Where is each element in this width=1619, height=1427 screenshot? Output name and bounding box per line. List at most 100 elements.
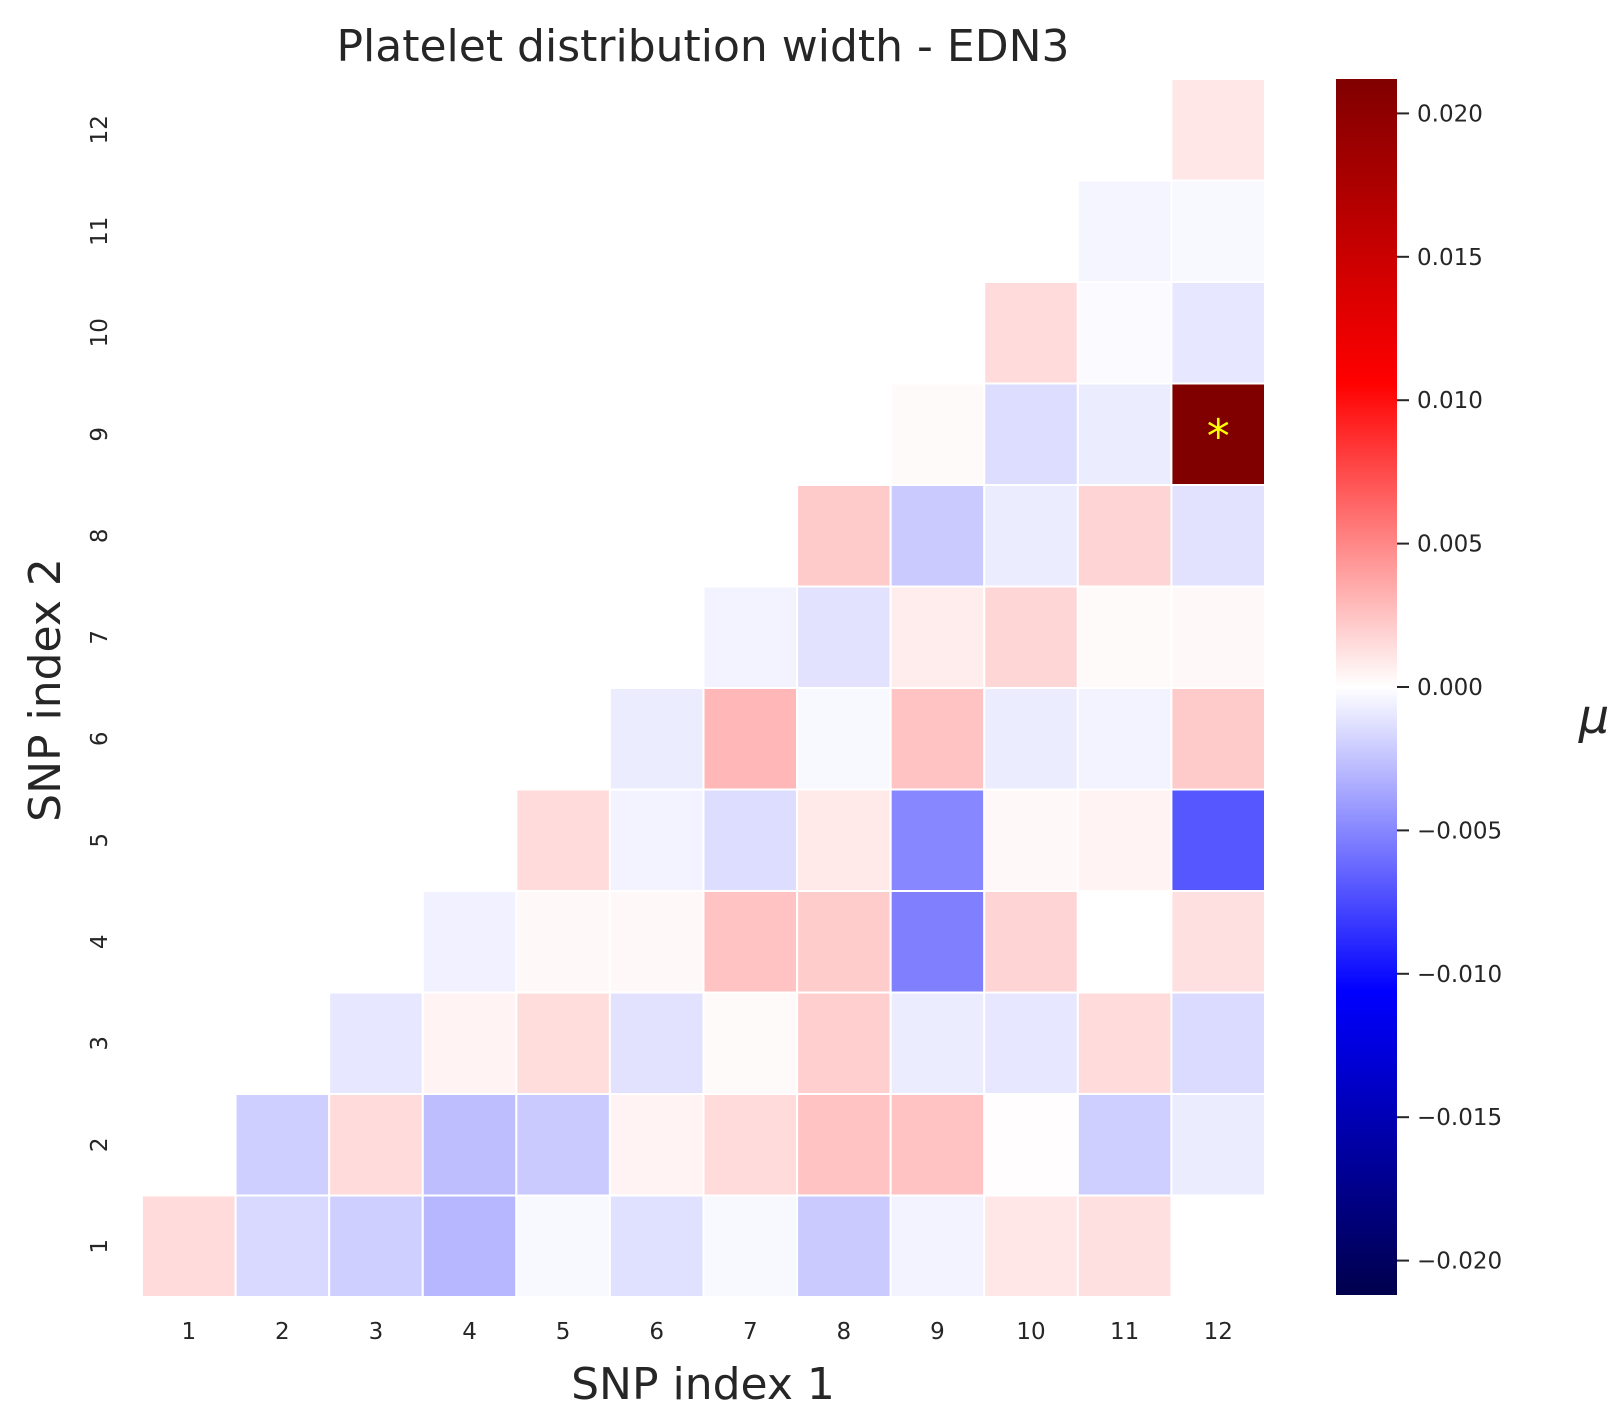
x-tick-label-12: 12 — [1204, 1319, 1233, 1345]
heatmap-cell-8-3 — [796, 991, 892, 1095]
heatmap-cell-2-1 — [234, 1194, 331, 1298]
heatmap-cell-12-3 — [1170, 991, 1266, 1095]
heatmap-cell-10-7 — [983, 585, 1079, 689]
x-tick-label-3: 3 — [369, 1319, 384, 1345]
y-tick-label-9: 9 — [87, 427, 113, 442]
heatmap-cell-10-6 — [983, 687, 1079, 791]
heatmap-cell-6-3 — [608, 991, 705, 1095]
colorbar-label: μ — [1578, 689, 1610, 745]
heatmap-cell-9-6 — [889, 687, 986, 791]
heatmap-cell-7-2 — [702, 1093, 799, 1197]
heatmap-cell-1-1 — [141, 1194, 237, 1298]
heatmap-cell-11-7 — [1076, 585, 1173, 689]
y-tick-label-3: 3 — [87, 1036, 113, 1051]
heatmap-cell-11-2 — [1076, 1093, 1173, 1197]
colorbar-tick-label-2: 0.010 — [1417, 388, 1483, 414]
heatmap-cell-7-4 — [702, 890, 799, 994]
heatmap-cell-3-2 — [328, 1093, 424, 1197]
heatmap-cell-3-1 — [328, 1194, 424, 1298]
heatmap-cell-10-3 — [983, 991, 1079, 1095]
heatmap-cell-9-3 — [889, 991, 986, 1095]
x-tick-label-9: 9 — [930, 1319, 945, 1345]
y-tick-label-1: 1 — [87, 1239, 113, 1254]
heatmap-cell-12-4 — [1170, 890, 1266, 994]
x-tick-label-5: 5 — [556, 1319, 571, 1345]
heatmap-cell-11-4 — [1076, 890, 1173, 994]
heatmap-cell-10-2 — [983, 1093, 1079, 1197]
heatmap-cell-12-8 — [1170, 484, 1266, 588]
y-tick-label-10: 10 — [87, 318, 113, 347]
heatmap-cell-7-7 — [702, 585, 799, 689]
heatmap-cell-11-9 — [1076, 382, 1173, 486]
heatmap-cell-5-2 — [515, 1093, 611, 1197]
heatmap-cell-12-10 — [1170, 281, 1266, 385]
heatmap-cell-9-7 — [889, 585, 986, 689]
heatmap-cell-4-1 — [421, 1194, 518, 1298]
y-tick-label-12: 12 — [87, 115, 113, 144]
heatmap-cell-9-8 — [889, 484, 986, 588]
heatmap-cell-8-2 — [796, 1093, 892, 1197]
colorbar-tick-label-1: 0.015 — [1417, 245, 1483, 271]
heatmap-cell-5-1 — [515, 1194, 611, 1298]
heatmap-cell-11-11 — [1076, 179, 1173, 283]
colorbar-tick-label-3: 0.005 — [1417, 532, 1483, 558]
colorbar — [1336, 79, 1397, 1295]
y-axis-label: SNP index 2 — [20, 558, 71, 822]
heatmap-cell-5-3 — [515, 991, 611, 1095]
cell-annotation-12-9: * — [1207, 409, 1230, 463]
heatmap-cell-8-8 — [796, 484, 892, 588]
heatmap-cell-4-3 — [421, 991, 518, 1095]
colorbar-tick-label-7: −0.015 — [1417, 1105, 1502, 1131]
y-tick-label-6: 6 — [87, 731, 113, 746]
heatmap-cell-4-2 — [421, 1093, 518, 1197]
heatmap-cell-7-1 — [702, 1194, 799, 1298]
x-tick-label-7: 7 — [743, 1319, 758, 1345]
heatmap-cell-12-7 — [1170, 585, 1266, 689]
heatmap-cell-12-12 — [1170, 78, 1266, 182]
heatmap-cell-11-8 — [1076, 484, 1173, 588]
heatmap-cell-10-10 — [983, 281, 1079, 385]
heatmap-cell-11-6 — [1076, 687, 1173, 791]
heatmap-cell-8-1 — [796, 1194, 892, 1298]
heatmap-cell-6-4 — [608, 890, 705, 994]
heatmap-cell-3-3 — [328, 991, 424, 1095]
heatmap-cell-8-6 — [796, 687, 892, 791]
x-tick-label-10: 10 — [1016, 1319, 1045, 1345]
y-tick-label-8: 8 — [87, 528, 113, 543]
heatmap-cell-6-5 — [608, 788, 705, 892]
colorbar-tick-label-6: −0.010 — [1417, 962, 1502, 988]
heatmap-cell-10-4 — [983, 890, 1079, 994]
y-tick-label-5: 5 — [87, 833, 113, 848]
colorbar-tick-label-8: −0.020 — [1417, 1249, 1502, 1275]
x-tick-label-6: 6 — [649, 1319, 664, 1345]
colorbar-tick-label-0: 0.020 — [1417, 101, 1483, 127]
heatmap-cell-11-1 — [1076, 1194, 1173, 1298]
heatmap-cell-5-5 — [515, 788, 611, 892]
heatmap-cell-6-1 — [608, 1194, 705, 1298]
chart-title: Platelet distribution width - EDN3 — [336, 21, 1069, 72]
heatmap-cell-9-1 — [889, 1194, 986, 1298]
x-axis-ticks: 1 2 3 4 5 6 7 8 9 10 11 12 — [181, 1319, 1232, 1345]
x-tick-label-1: 1 — [181, 1319, 196, 1345]
heatmap-cell-9-2 — [889, 1093, 986, 1197]
x-tick-label-8: 8 — [837, 1319, 852, 1345]
heatmap-cell-12-9 — [1170, 382, 1266, 486]
heatmap-cell-11-3 — [1076, 991, 1173, 1095]
colorbar-tick-label-4: 0.000 — [1417, 675, 1483, 701]
heatmap-cell-9-9 — [889, 382, 986, 486]
x-axis-label: SNP index 1 — [571, 1359, 835, 1410]
heatmap-cell-12-5 — [1170, 788, 1266, 892]
y-tick-label-7: 7 — [87, 630, 113, 645]
heatmap-cell-5-4 — [515, 890, 611, 994]
y-tick-label-2: 2 — [87, 1137, 113, 1152]
heatmap-cell-12-6 — [1170, 687, 1266, 791]
y-tick-label-11: 11 — [87, 217, 113, 246]
heatmap-cell-10-9 — [983, 382, 1079, 486]
colorbar-tick-label-5: −0.005 — [1417, 818, 1502, 844]
heatmap-cell-9-5 — [889, 788, 986, 892]
colorbar-ticks: 0.020 0.015 0.010 0.005 0.000 −0.005 −0.010 −0.… — [1397, 101, 1502, 1275]
heatmap-cell-12-2 — [1170, 1093, 1266, 1197]
heatmap-annotations: * — [1207, 409, 1230, 463]
heatmap-cell-6-6 — [608, 687, 705, 791]
